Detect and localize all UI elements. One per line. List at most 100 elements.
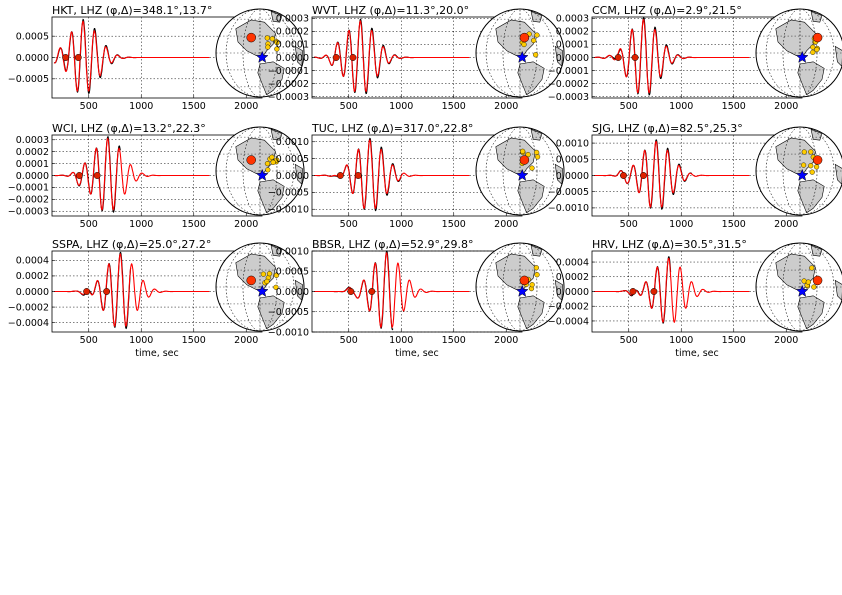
arrival-pick-marker	[640, 172, 647, 179]
landmass	[530, 128, 543, 141]
arrival-pick-marker	[93, 172, 101, 179]
y-tick-label: −0.0002	[8, 302, 49, 313]
y-tick-label: 0.0000	[16, 53, 49, 64]
epicenter-star-icon	[515, 284, 529, 297]
arrival-pick-marker	[614, 54, 622, 61]
landmass	[810, 128, 823, 141]
other-station-marker	[534, 32, 540, 38]
x-tick-label: 1000	[389, 219, 413, 230]
y-tick-label: −0.0003	[8, 207, 49, 218]
x-tick-label: 1500	[442, 335, 466, 346]
y-tick-label: 0.0002	[16, 271, 49, 282]
other-station-marker	[520, 148, 526, 154]
other-station-marker	[264, 35, 270, 41]
y-tick-label: 0.0005	[276, 154, 309, 165]
other-station-marker	[813, 164, 820, 170]
x-tick-label: 2000	[494, 219, 518, 230]
x-tick-label: 2000	[774, 335, 798, 346]
globe-map-inset	[215, 242, 305, 332]
other-station-marker	[531, 37, 537, 44]
other-station-marker	[274, 157, 280, 163]
meridian	[765, 243, 835, 331]
landmass	[517, 61, 545, 96]
meridian	[502, 127, 538, 215]
x-tick-label: 2000	[234, 219, 258, 230]
landmass	[810, 10, 823, 23]
y-tick-label: −0.0005	[548, 187, 589, 198]
other-station-marker	[809, 169, 815, 175]
other-station-marker	[260, 271, 266, 277]
landmass	[797, 295, 825, 330]
y-tick-label: −0.0004	[8, 318, 49, 329]
x-tick-label: 500	[620, 219, 638, 230]
epicenter-star-icon	[255, 284, 269, 297]
subplot-sspa: SSPA, LHZ (φ,Δ)=25.0°,27.2° 500 1000 1500 20…	[8, 238, 305, 359]
other-station-marker	[273, 272, 280, 278]
other-station-marker	[274, 46, 280, 52]
other-station-marker	[811, 284, 817, 290]
epicenter-star-icon	[515, 50, 529, 63]
landmass	[797, 179, 825, 214]
landmass	[257, 295, 285, 330]
subplot-title: HRV, LHZ (φ,Δ)=30.5°,31.5°	[592, 238, 747, 251]
station-marker	[812, 155, 823, 165]
x-tick-label: 1500	[182, 335, 206, 346]
subplot-title: WVT, LHZ (φ,Δ)=11.3°,20.0°	[312, 4, 469, 17]
y-tick-label: 0.0005	[16, 31, 49, 42]
y-tick-label: 0.0004	[556, 257, 589, 268]
y-tick-label: 0.0003	[276, 14, 309, 25]
globe-outline	[475, 242, 565, 332]
y-tick-label: −0.0005	[268, 188, 309, 199]
y-tick-label: −0.0001	[268, 66, 309, 77]
y-tick-label: 0.0005	[276, 267, 309, 278]
arrival-pick-marker	[62, 54, 70, 61]
y-tick-label: 0.0010	[276, 137, 309, 148]
x-tick-label: 1500	[722, 219, 746, 230]
globe-map-inset	[215, 8, 305, 98]
landmass	[517, 295, 545, 330]
subplot-bbsr: BBSR, LHZ (φ,Δ)=52.9°,29.8° 500 1000 1500 20…	[268, 238, 565, 359]
x-tick-label: 2000	[234, 101, 258, 112]
x-tick-label: 500	[80, 219, 98, 230]
meridian	[225, 127, 295, 215]
station-marker	[246, 275, 256, 286]
meridian	[485, 127, 555, 215]
other-station-marker	[814, 46, 820, 53]
other-station-marker	[270, 159, 276, 165]
subplot-ccm: CCM, LHZ (φ,Δ)=2.9°,21.5° 500 1000 1500 2000…	[548, 4, 842, 112]
y-tick-label: 0.0000	[556, 171, 589, 182]
globe-outline	[215, 126, 305, 216]
other-station-marker	[529, 282, 535, 288]
arrival-pick-marker	[629, 288, 637, 295]
x-tick-label: 500	[340, 335, 358, 346]
other-station-marker	[533, 265, 539, 271]
subplot-sjg: SJG, LHZ (φ,Δ)=82.5°,25.3° 500 1000 1500 200…	[548, 122, 842, 230]
y-tick-label: −0.0010	[268, 205, 309, 216]
arrival-pick-marker	[620, 172, 627, 179]
x-tick-label: 1000	[129, 101, 153, 112]
station-marker	[246, 155, 256, 165]
y-tick-label: 0.0005	[556, 155, 589, 166]
y-tick-label: 0.0001	[556, 40, 589, 51]
other-station-marker	[533, 52, 539, 58]
y-tick-label: 0.0000	[556, 287, 589, 298]
x-tick-label: 1000	[669, 219, 693, 230]
arrival-pick-marker	[75, 172, 83, 179]
x-tick-label: 1500	[182, 101, 206, 112]
globe-outline	[475, 126, 565, 216]
subplot-wci: WCI, LHZ (φ,Δ)=13.2°,22.3° 500 1000 1500 200…	[8, 122, 305, 230]
other-station-marker	[266, 271, 273, 277]
y-tick-label: −0.0010	[548, 203, 589, 214]
subplot-tuc: TUC, LHZ (φ,Δ)=317.0°,22.8° 500 1000 1500 20…	[268, 122, 565, 230]
subplot-title: HKT, LHZ (φ,Δ)=348.1°,13.7°	[52, 4, 212, 17]
other-station-marker	[800, 162, 807, 168]
other-station-marker	[265, 44, 271, 50]
meridian	[242, 127, 278, 215]
landmass	[257, 179, 285, 214]
other-station-marker	[801, 278, 807, 284]
other-station-marker	[273, 284, 279, 290]
arrival-pick-marker	[354, 172, 362, 179]
globe-map-inset	[755, 126, 842, 216]
landmass	[270, 244, 283, 257]
